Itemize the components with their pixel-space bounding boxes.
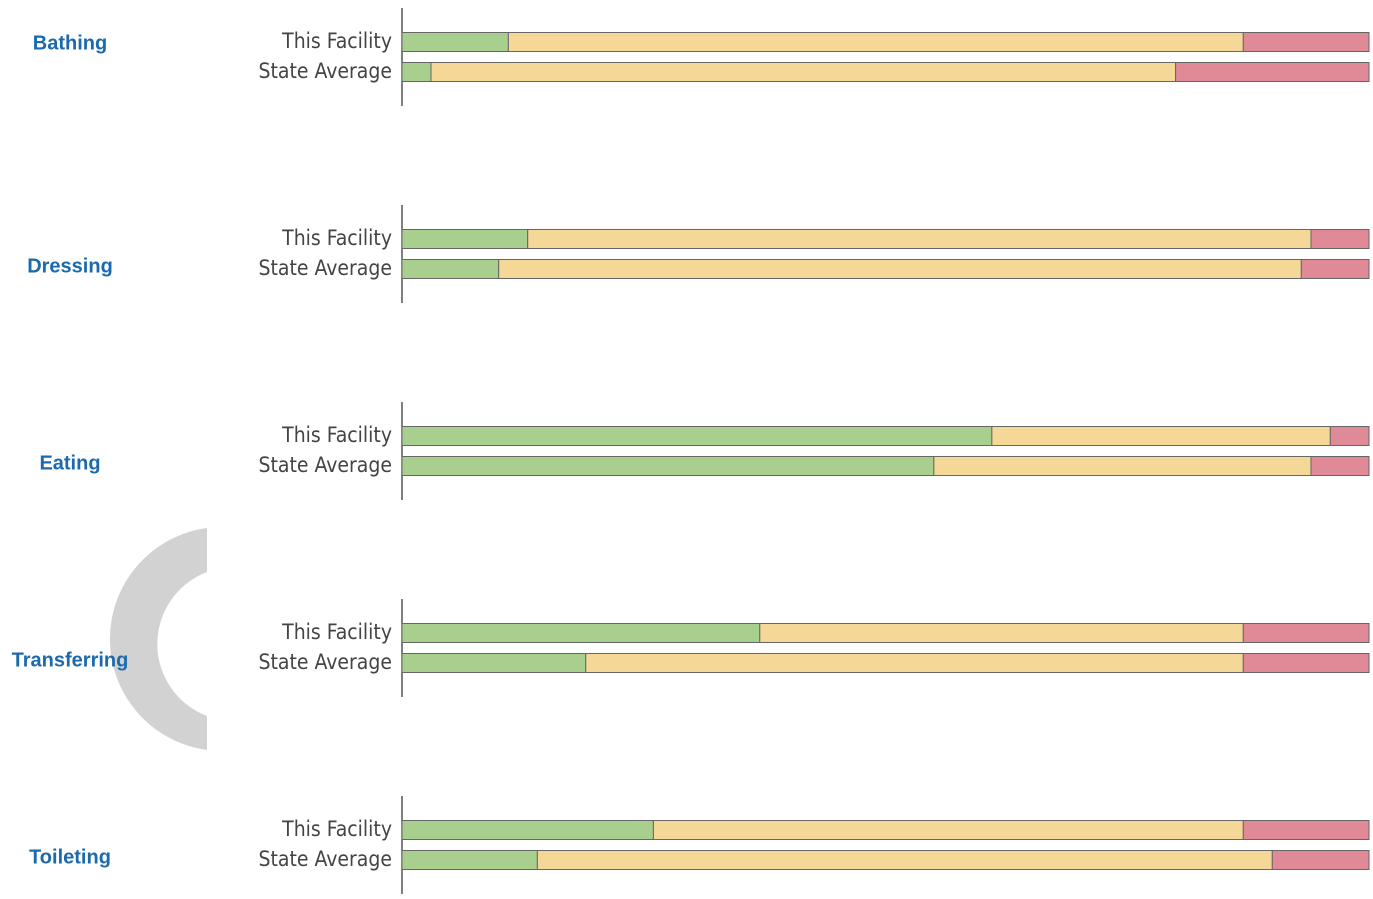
category-label: State Average [259,650,392,674]
bar-segment [1310,456,1370,476]
bar-segment [1300,259,1370,279]
bar-segment [401,456,935,476]
bar-segment [933,456,1312,476]
category-label: This Facility [281,29,392,53]
bar-segment [1242,32,1370,52]
bar-segment [401,259,500,279]
bar-segment [1242,653,1370,673]
bar-segment [1242,820,1370,840]
group-title: Bathing [33,32,107,54]
category-label: State Average [259,256,392,280]
category-label: This Facility [281,423,392,447]
bar-segment [1242,623,1370,643]
bar-segment [401,820,654,840]
decoration-arc [109,528,207,750]
bar-segment [585,653,1244,673]
group-title: Transferring [12,649,129,671]
category-label: State Average [259,453,392,477]
bar-segment [1175,62,1370,82]
bar-segment [1310,229,1370,249]
category-label: This Facility [281,620,392,644]
bar-segment [430,62,1177,82]
bar-segment [652,820,1244,840]
category-label: This Facility [281,226,392,250]
group-title: Toileting [29,846,111,868]
bar-segment [401,653,587,673]
bar-segment [536,850,1273,870]
category-label: This Facility [281,817,392,841]
bar-segment [401,62,432,82]
bar-segment [498,259,1302,279]
bar-segment [507,32,1244,52]
bar-segment [1329,426,1370,446]
bar-segment [991,426,1331,446]
category-label: State Average [259,59,392,83]
bar-segment [401,850,538,870]
bar-segment [527,229,1312,249]
bar-segment [401,623,761,643]
bar-segment [401,229,529,249]
bar-segment [759,623,1244,643]
bar-segment [1271,850,1370,870]
bar-segment [401,32,509,52]
bar-segment [401,426,993,446]
category-label: State Average [259,847,392,871]
group-title: Eating [39,452,100,474]
group-title: Dressing [27,255,113,277]
